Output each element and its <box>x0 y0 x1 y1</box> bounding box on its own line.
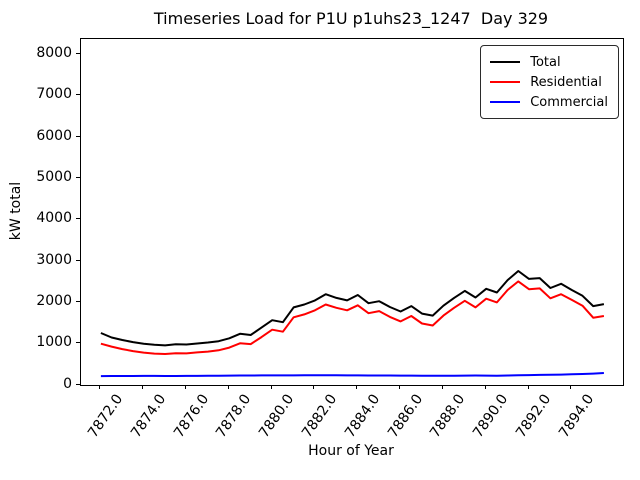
y-tick <box>76 53 80 55</box>
y-tick-label: 7000 <box>36 86 72 103</box>
legend-label-residential: Residential <box>530 74 602 90</box>
y-tick <box>76 342 80 344</box>
x-tick <box>570 385 572 389</box>
y-tick-label: 5000 <box>36 169 72 186</box>
x-tick-label: 7882.0 <box>299 391 341 441</box>
x-tick-label: 7872.0 <box>84 391 127 441</box>
legend-item-total: Total <box>490 52 608 72</box>
legend-label-total: Total <box>530 54 561 70</box>
x-tick-label: 7884.0 <box>341 391 384 441</box>
y-tick-label: 3000 <box>36 251 72 268</box>
x-tick-label: 7874.0 <box>127 391 170 441</box>
legend-item-residential: Residential <box>490 72 608 92</box>
y-tick-label: 0 <box>63 375 72 392</box>
chart-title: Timeseries Load for P1U p1uhs23_1247 Day… <box>153 9 549 28</box>
legend-line-commercial <box>490 101 521 103</box>
y-tick-label: 6000 <box>36 127 72 144</box>
total-line <box>100 270 605 347</box>
y-tick <box>76 259 80 261</box>
x-tick <box>227 385 229 389</box>
chart-lines <box>100 270 605 378</box>
x-tick <box>270 385 272 389</box>
x-tick-label: 7890.0 <box>470 391 512 441</box>
x-tick-label: 7876.0 <box>170 391 212 441</box>
x-tick <box>185 385 187 389</box>
y-tick <box>76 177 80 179</box>
x-tick <box>142 385 144 389</box>
y-tick-label: 8000 <box>36 45 72 62</box>
y-tick-label: 4000 <box>36 210 72 227</box>
x-tick <box>441 385 443 389</box>
legend-line-residential <box>490 81 521 83</box>
y-tick-label: 2000 <box>36 292 72 309</box>
y-tick <box>76 218 80 220</box>
x-tick-label: 7892.0 <box>513 391 555 441</box>
y-tick <box>76 94 80 96</box>
legend-line-total <box>490 61 521 63</box>
x-axis-label: Hour of Year <box>308 443 394 459</box>
y-tick <box>76 135 80 137</box>
legend-item-commercial: Commercial <box>490 92 608 112</box>
y-tick-label: 1000 <box>36 334 72 351</box>
x-tick <box>484 385 486 389</box>
x-tick <box>527 385 529 389</box>
x-tick <box>356 385 358 389</box>
x-tick-label: 7880.0 <box>256 391 298 441</box>
x-tick <box>313 385 315 389</box>
x-tick-label: 7886.0 <box>384 391 426 441</box>
x-tick-label: 7888.0 <box>427 391 469 441</box>
legend: Total Residential Commercial <box>480 45 619 119</box>
x-tick <box>99 385 101 389</box>
y-tick <box>76 383 80 385</box>
commercial-line <box>100 372 604 378</box>
x-tick <box>399 385 401 389</box>
plot-area: Total Residential Commercial <box>80 38 624 386</box>
x-tick-label: 7878.0 <box>213 391 255 441</box>
x-tick-label: 7894.0 <box>555 391 598 441</box>
residential-line <box>100 280 605 355</box>
legend-label-commercial: Commercial <box>530 94 608 110</box>
y-tick <box>76 300 80 302</box>
